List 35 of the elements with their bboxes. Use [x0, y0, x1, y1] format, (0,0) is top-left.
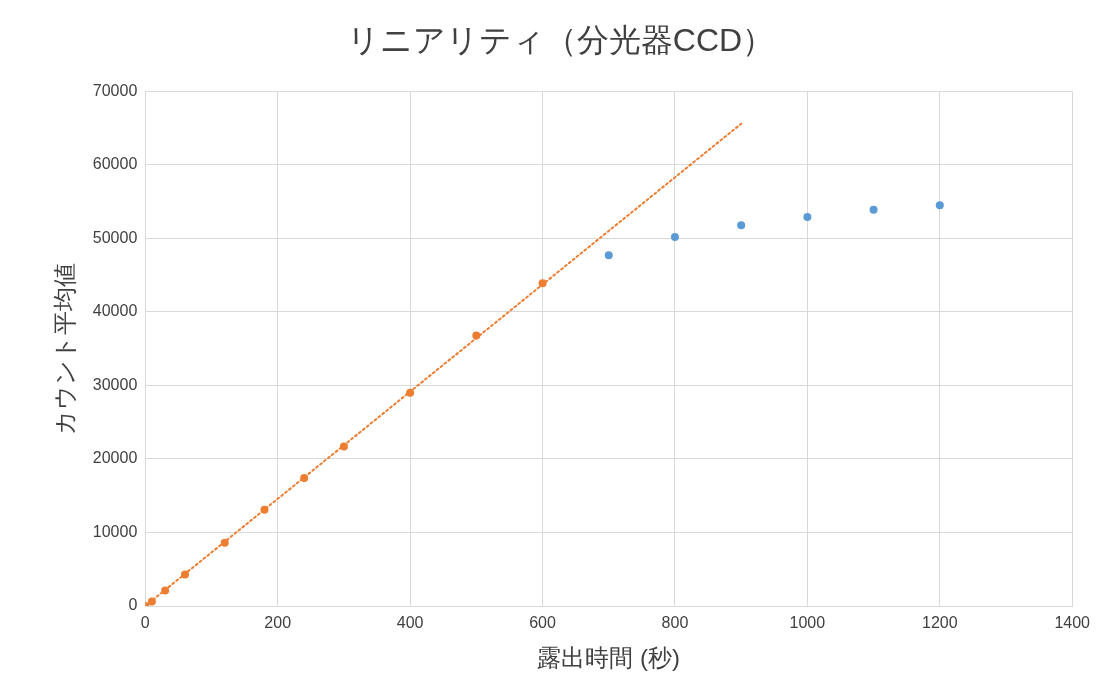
point [803, 213, 812, 222]
x-tick-label: 800 [661, 614, 689, 632]
y-tick-label: 30000 [92, 375, 138, 393]
x-tick-label: 1200 [921, 614, 958, 632]
point [161, 586, 170, 595]
y-tick-label: 50000 [92, 228, 138, 246]
x-tick-label: 600 [529, 614, 556, 632]
point [260, 505, 269, 514]
point [406, 388, 415, 397]
point [869, 205, 878, 214]
point [670, 232, 679, 241]
y-tick-label: 10000 [92, 522, 138, 540]
point [300, 474, 309, 483]
x-axis-title: 露出時間 (秒) [537, 644, 681, 672]
x-tick-label: 0 [140, 614, 150, 632]
x-tick-label: 400 [396, 614, 424, 632]
y-tick-label: 0 [128, 596, 138, 614]
point [472, 331, 481, 340]
y-tick-label: 20000 [92, 449, 138, 467]
point [538, 279, 547, 288]
point [220, 538, 229, 547]
point [339, 442, 348, 451]
y-tick-label: 60000 [92, 155, 138, 173]
y-tick-label: 70000 [92, 81, 138, 99]
point [935, 201, 944, 210]
point [181, 570, 190, 579]
x-tick-label: 1400 [1054, 614, 1091, 632]
y-tick-label: 40000 [92, 302, 138, 320]
point [147, 597, 156, 606]
point [604, 251, 613, 260]
x-tick-label: 1000 [789, 614, 826, 632]
x-tick-label: 200 [264, 614, 292, 632]
y-axis-title: カウント平均値 [51, 262, 79, 435]
point [737, 221, 746, 230]
chart-title: リニアリティ（分光器CCD） [346, 22, 775, 59]
